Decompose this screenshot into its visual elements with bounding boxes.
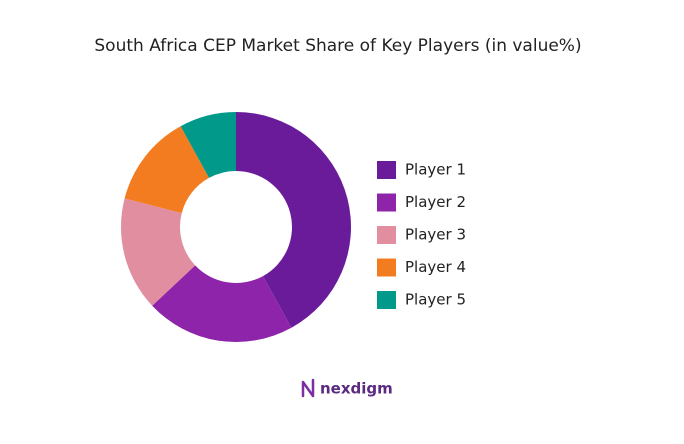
legend-label: Player 2 bbox=[405, 193, 466, 211]
legend-swatch bbox=[377, 291, 396, 309]
legend-swatch bbox=[377, 161, 396, 179]
logo-text: nexdigm bbox=[320, 380, 393, 398]
legend-label: Player 5 bbox=[405, 291, 466, 309]
slice bbox=[152, 265, 292, 342]
legend-swatch bbox=[377, 258, 396, 277]
logo-icon bbox=[301, 378, 315, 398]
slice bbox=[180, 112, 236, 178]
slice bbox=[236, 112, 351, 328]
legend-label: Player 3 bbox=[405, 226, 466, 244]
legend-swatch bbox=[377, 193, 396, 212]
legend-swatch bbox=[377, 226, 396, 244]
logo: nexdigm bbox=[301, 378, 393, 398]
legend-label: Player 1 bbox=[405, 161, 466, 179]
slice bbox=[124, 126, 210, 214]
legend-label: Player 4 bbox=[405, 258, 466, 276]
chart-title: South Africa CEP Market Share of Key Pla… bbox=[94, 36, 581, 56]
slice bbox=[120, 198, 196, 306]
